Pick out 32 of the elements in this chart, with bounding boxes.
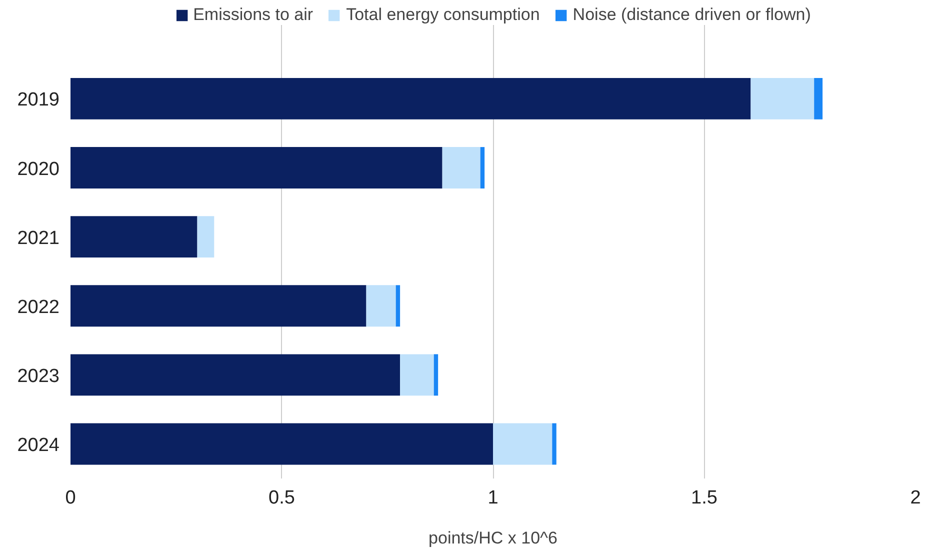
bar xyxy=(750,78,814,120)
y-tick-label: 2023 xyxy=(17,366,60,387)
bar xyxy=(552,423,556,465)
legend-label: Total energy consumption xyxy=(346,5,540,25)
bar xyxy=(400,354,434,396)
bar xyxy=(70,423,493,465)
x-tick-label: 1.5 xyxy=(691,488,718,508)
x-tick-label: 1 xyxy=(488,488,498,508)
bar xyxy=(70,285,366,327)
bar xyxy=(814,78,823,120)
bar xyxy=(70,216,198,258)
bar xyxy=(493,423,552,465)
x-tick-label: 0 xyxy=(65,488,76,508)
bar xyxy=(396,285,400,327)
bar xyxy=(366,285,396,327)
y-tick-label: 2019 xyxy=(17,90,60,111)
bar xyxy=(434,354,438,396)
x-tick-label: 2 xyxy=(910,488,921,508)
y-tick-label: 2024 xyxy=(17,434,60,456)
bar xyxy=(70,78,751,120)
bar xyxy=(480,147,485,188)
bar xyxy=(70,354,400,396)
y-tick-label: 2022 xyxy=(17,296,60,318)
x-tick-label: 0.5 xyxy=(268,488,295,508)
legend-label: Emissions to air xyxy=(193,5,314,25)
bar xyxy=(442,147,480,188)
y-tick-label: 2020 xyxy=(17,158,60,180)
bar xyxy=(70,147,442,188)
bar xyxy=(197,216,214,258)
legend-label: Noise (distance driven or flown) xyxy=(572,5,811,25)
x-axis-title: points/HC x 10^6 xyxy=(428,528,558,548)
y-tick-label: 2021 xyxy=(17,228,60,249)
